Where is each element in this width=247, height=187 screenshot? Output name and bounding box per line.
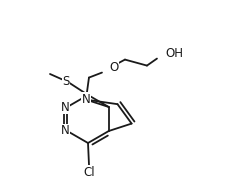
Text: N: N <box>82 93 90 106</box>
Text: N: N <box>61 125 70 137</box>
Text: OH: OH <box>165 47 183 60</box>
Text: S: S <box>62 74 70 88</box>
Text: Cl: Cl <box>83 165 95 179</box>
Text: N: N <box>61 100 70 114</box>
Text: O: O <box>109 61 118 74</box>
